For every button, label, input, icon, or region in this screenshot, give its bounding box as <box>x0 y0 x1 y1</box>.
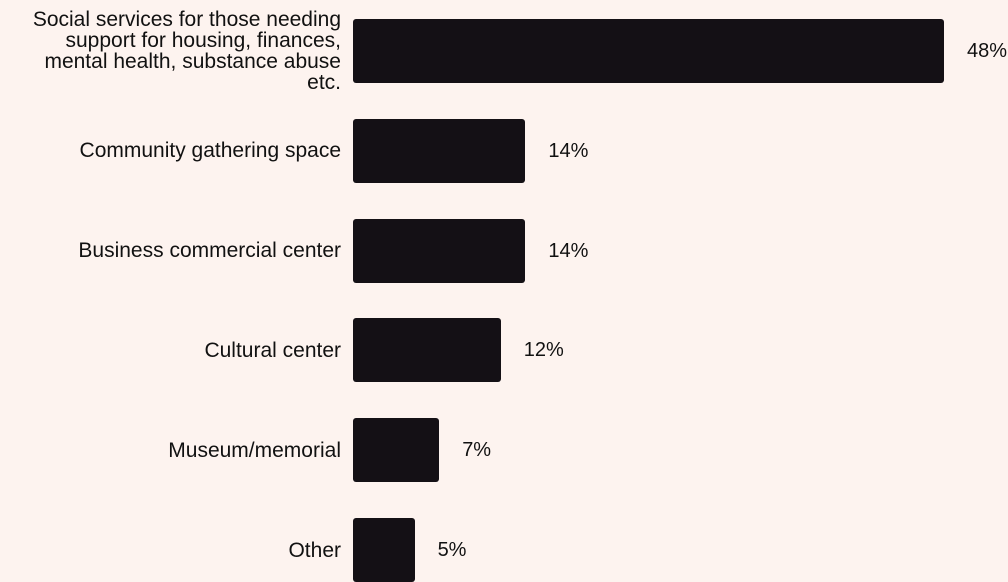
value-label: 14% <box>548 239 589 262</box>
category-label: Museum/memorial <box>168 438 341 462</box>
category-label: Other <box>288 538 341 562</box>
bar <box>353 218 526 283</box>
category-label: Community gathering space <box>79 139 341 163</box>
value-label: 14% <box>548 139 589 162</box>
bar <box>353 318 501 383</box>
value-label: 12% <box>523 339 564 362</box>
bar <box>353 418 440 483</box>
category-label: Cultural center <box>204 338 341 362</box>
bar <box>353 118 526 183</box>
value-label: 5% <box>437 539 467 561</box>
category-label: Social services for those needing suppor… <box>32 8 341 94</box>
bar <box>353 19 944 83</box>
value-label: 7% <box>462 439 492 462</box>
value-label: 48% <box>967 40 1008 62</box>
bar <box>353 518 415 582</box>
category-label: Business commercial center <box>78 239 341 263</box>
